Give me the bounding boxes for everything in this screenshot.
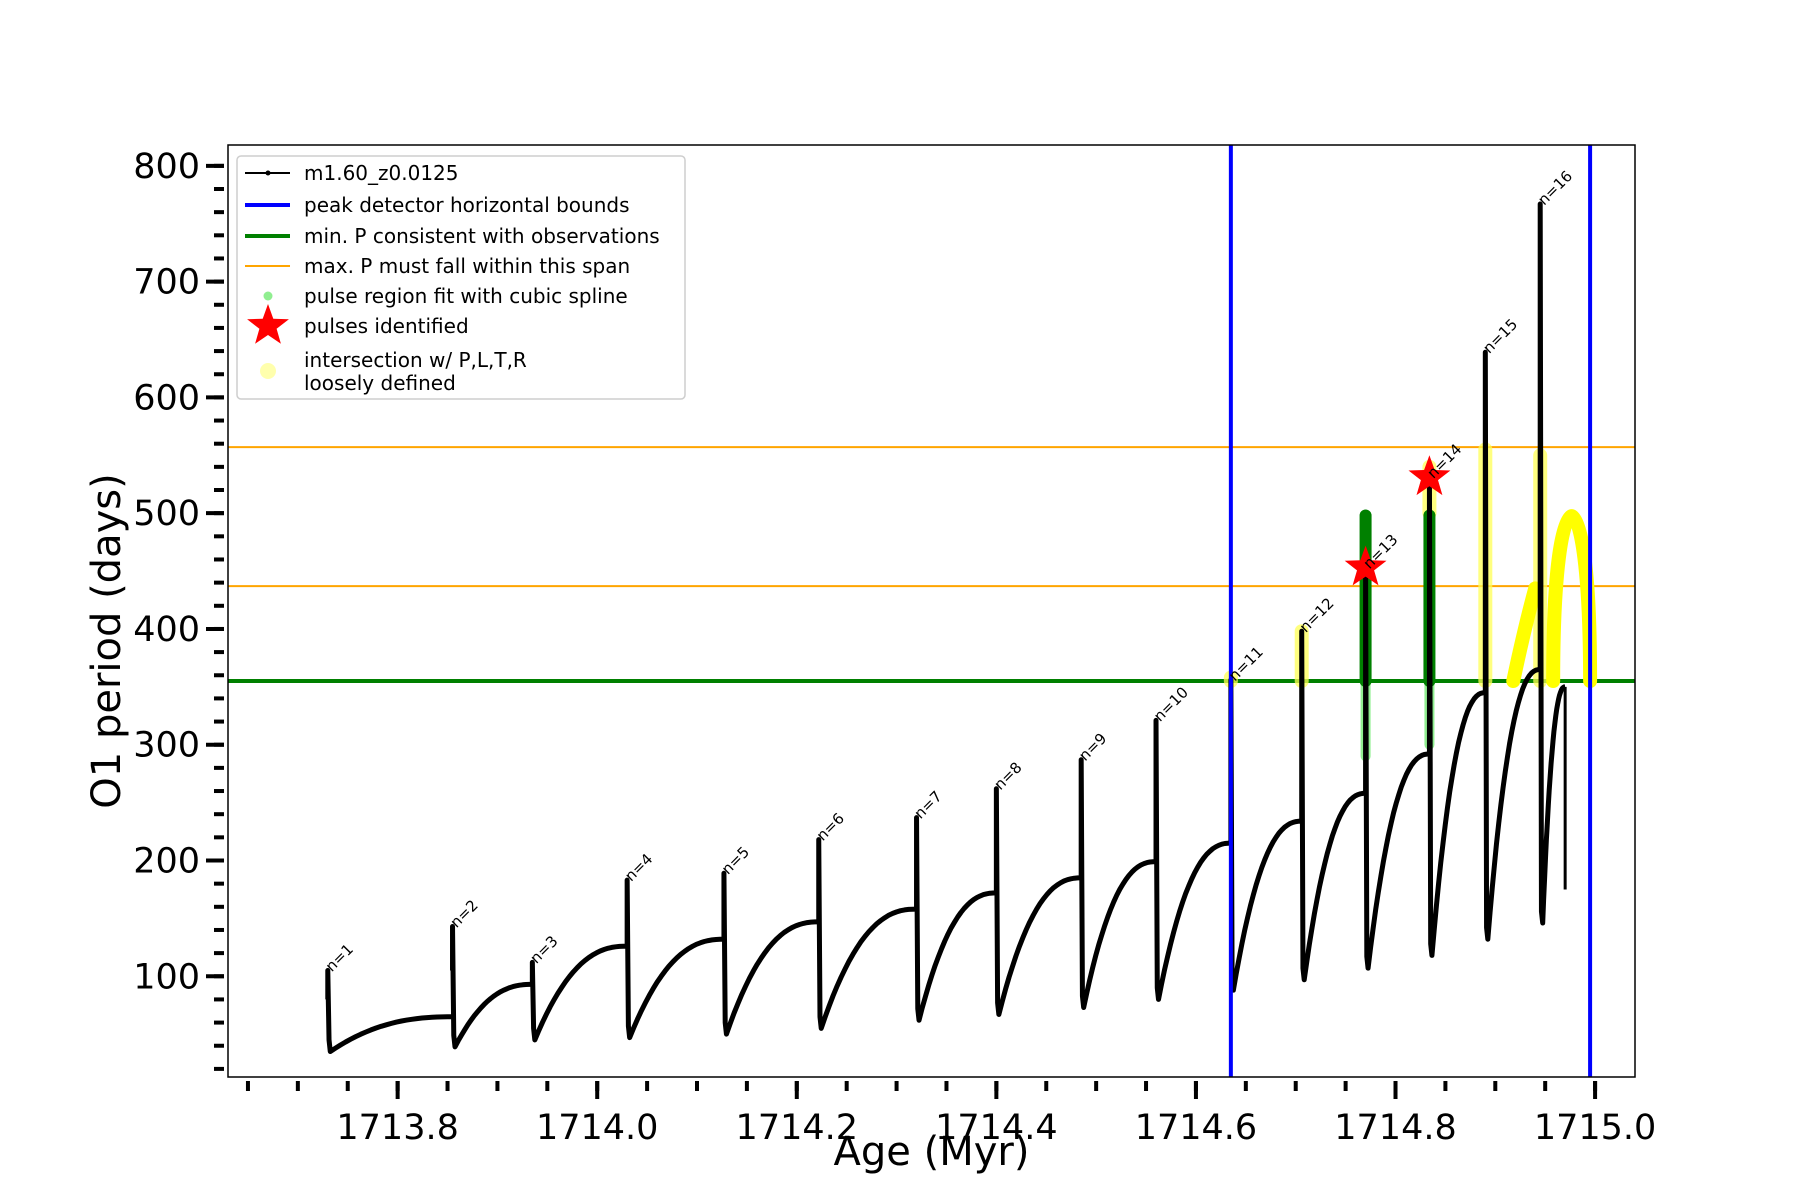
legend-swatch-dot (260, 363, 276, 379)
x-axis: 1713.8 1714.0 1714.2 1714.4 1714.6 1714.8 1715… (245, 1081, 1656, 1148)
y-tick-label: 100 (133, 957, 200, 997)
x-tick-label: 1713.8 (336, 1108, 458, 1148)
legend-label: m1.60_z0.0125 (304, 161, 459, 185)
series-segment-n=8 (993, 786, 1082, 1017)
y-tick-label: 600 (133, 378, 200, 418)
loosely-defined-arc-1 (1506, 581, 1543, 689)
legend-swatch-star (247, 304, 289, 344)
series-segment-n=4 (624, 877, 724, 1041)
pulse-identified-star-1 (1344, 545, 1387, 586)
legend-swatch-dot (263, 291, 273, 301)
series-segment-n=10 (1153, 717, 1231, 1002)
x-tick-label: 1714.2 (736, 1108, 858, 1148)
series-segment-n=11 (1228, 677, 1302, 993)
x-tick-label: 1714.6 (1135, 1108, 1257, 1148)
series-segment-n=16 (1537, 201, 1567, 926)
y-tick-label: 200 (133, 841, 200, 881)
x-tick-label: 1714.8 (1334, 1108, 1456, 1148)
plot-frame (227, 144, 1636, 1078)
x-tick-label: 1714.4 (935, 1108, 1057, 1148)
legend-label: pulses identified (304, 314, 469, 338)
legend-swatch-dot (265, 170, 271, 176)
series-segment-n=1 (325, 967, 453, 1055)
series-segment-n=12 (1299, 628, 1366, 983)
series-segment-n=2 (450, 923, 533, 1050)
series-segment-n=6 (816, 837, 917, 1031)
y-tick-label: 800 (133, 147, 200, 187)
y-axis: 100 200 300 400 500 600 700 800 (133, 147, 224, 1071)
y-tick-label: 500 (133, 494, 200, 534)
legend-label: loosely defined (304, 371, 456, 395)
pulse-identified-star-2 (1408, 455, 1451, 496)
x-axis-label: Age (Myr) (834, 1129, 1030, 1175)
x-tick-label: 1715.0 (1534, 1108, 1656, 1148)
series-segment-n=14 (1426, 474, 1486, 958)
legend-label: max. P must fall within this span (304, 254, 630, 278)
series-segment-n=3 (529, 943, 628, 1043)
plot-content (228, 145, 1635, 1077)
series-segment-n=5 (721, 870, 819, 1037)
legend-label: peak detector horizontal bounds (304, 193, 630, 217)
x-tick-label: 1714.0 (536, 1108, 658, 1148)
y-axis-label: O1 period (days) (84, 473, 130, 808)
legend-label: intersection w/ P,L,T,R (304, 348, 527, 372)
y-tick-label: 700 (133, 263, 200, 303)
y-tick-label: 400 (133, 610, 200, 650)
y-tick-label: 300 (133, 726, 200, 766)
legend-box (236, 155, 686, 400)
plot-area: n=1n=2n=3n=4 n=5n=6n=7n=8n=9n=10n=11n=12n… (228, 145, 1635, 1077)
legend-label: pulse region fit with cubic spline (304, 284, 628, 308)
series-segment-n=13 (1363, 565, 1430, 971)
series-segment-n=7 (914, 815, 997, 1023)
legend-label: min. P consistent with observations (304, 224, 660, 248)
series-segment-n=15 (1482, 349, 1541, 942)
series-segment-n=9 (1078, 757, 1156, 1011)
